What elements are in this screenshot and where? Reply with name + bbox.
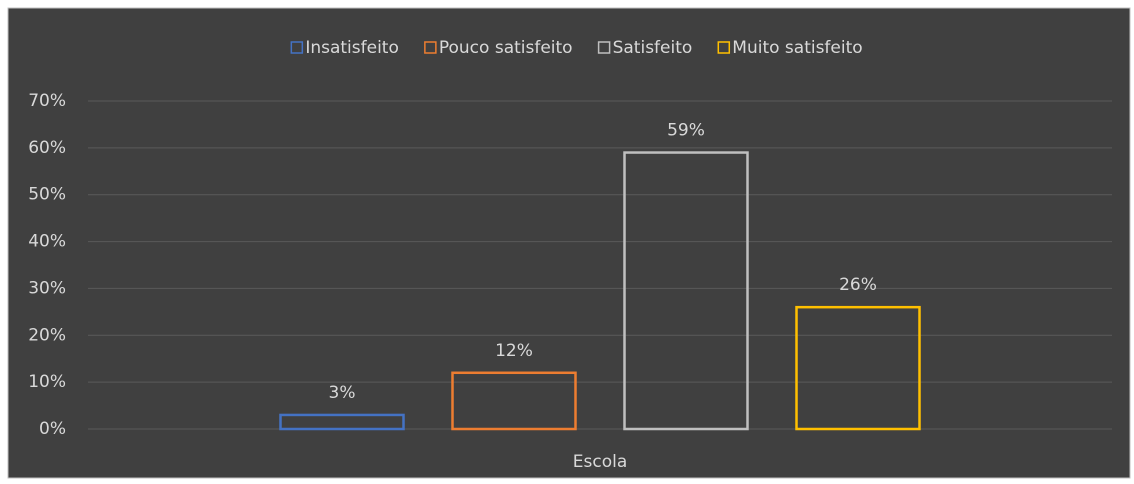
legend-label: Muito satisfeito bbox=[732, 38, 862, 58]
y-tick-label: 40% bbox=[28, 232, 66, 252]
y-tick-label: 20% bbox=[28, 325, 66, 345]
y-tick-label: 70% bbox=[28, 91, 66, 111]
data-label: 59% bbox=[667, 121, 705, 141]
y-tick-label: 10% bbox=[28, 372, 66, 392]
y-tick-label: 0% bbox=[39, 419, 66, 439]
y-tick-label: 50% bbox=[28, 185, 66, 205]
legend-swatch bbox=[424, 41, 437, 54]
data-label: 26% bbox=[839, 275, 877, 295]
x-tick-label: Escola bbox=[573, 452, 628, 472]
legend-swatch bbox=[597, 41, 611, 54]
bar bbox=[795, 305, 921, 431]
data-label: 3% bbox=[329, 383, 356, 403]
bar bbox=[623, 151, 749, 431]
legend-swatch bbox=[290, 41, 304, 54]
y-tick-label: 60% bbox=[28, 138, 66, 158]
chart-background bbox=[7, 7, 1131, 479]
bar bbox=[451, 371, 577, 431]
legend-label: Insatisfeito bbox=[305, 38, 399, 58]
data-label: 12% bbox=[495, 341, 533, 361]
y-tick-label: 30% bbox=[28, 278, 66, 298]
bar bbox=[279, 413, 405, 431]
legend-label: Satisfeito bbox=[613, 38, 693, 58]
legend-label: Pouco satisfeito bbox=[439, 38, 573, 58]
legend-swatch bbox=[717, 41, 731, 54]
